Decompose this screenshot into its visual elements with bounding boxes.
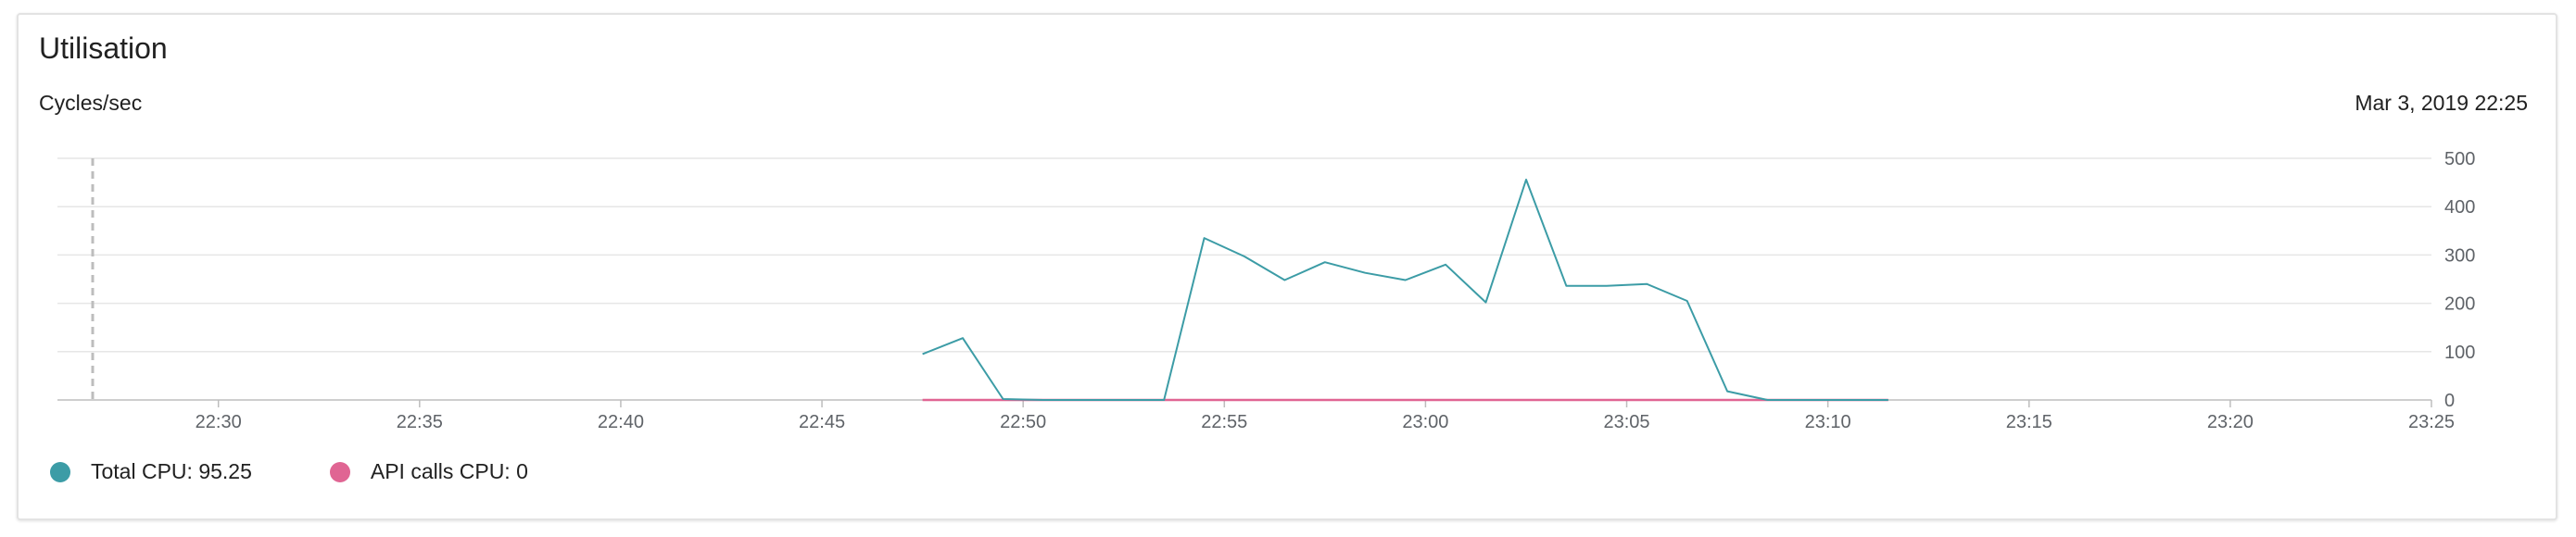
- legend-dot-icon: [50, 461, 70, 482]
- series-line-total-cpu: [922, 179, 1888, 401]
- axis-layer: [91, 158, 2432, 407]
- y-tick-label: 400: [2444, 197, 2475, 218]
- utilisation-card: [17, 13, 2557, 520]
- x-tick-label: 23:10: [1805, 412, 1851, 432]
- x-tick-label: 22:50: [1000, 412, 1046, 432]
- legend: Total CPU: 95.25 API calls CPU: 0: [50, 459, 606, 484]
- x-tick-label: 23:05: [1603, 412, 1649, 432]
- legend-dot-icon: [329, 461, 350, 482]
- grid-layer: [57, 157, 2431, 401]
- legend-label: API calls CPU: 0: [370, 459, 528, 483]
- hover-timestamp: Mar 3, 2019 22:25: [2355, 91, 2528, 115]
- legend-item-api-calls-cpu[interactable]: API calls CPU: 0: [329, 459, 528, 484]
- y-tick-label: 200: [2444, 294, 2475, 315]
- y-tick-label: 0: [2444, 391, 2455, 411]
- series-layer: [922, 179, 1888, 402]
- x-tick-label: 22:55: [1201, 412, 1247, 432]
- x-tick-label: 22:45: [799, 412, 845, 432]
- x-tick-label: 22:40: [598, 412, 644, 432]
- x-tick-label: 23:25: [2408, 412, 2455, 432]
- x-tick-label: 22:30: [196, 412, 242, 432]
- x-tick-label: 23:00: [1402, 412, 1448, 432]
- legend-label: Total CPU: 95.25: [91, 459, 252, 483]
- y-tick-label: 100: [2444, 343, 2475, 363]
- legend-item-total-cpu[interactable]: Total CPU: 95.25: [50, 459, 252, 484]
- x-tick-label: 23:15: [2006, 412, 2052, 432]
- y-tick-label: 300: [2444, 245, 2475, 266]
- x-tick-label: 22:35: [397, 412, 443, 432]
- y-tick-label: 500: [2444, 149, 2475, 169]
- card-title: Utilisation: [39, 31, 168, 65]
- y-axis-label: Cycles/sec: [39, 91, 143, 115]
- x-tick-label: 23:20: [2207, 412, 2254, 432]
- label-layer: 0 100 200 300 400 500 22:30 22:35 22:40 22:45 22:5…: [196, 149, 2476, 432]
